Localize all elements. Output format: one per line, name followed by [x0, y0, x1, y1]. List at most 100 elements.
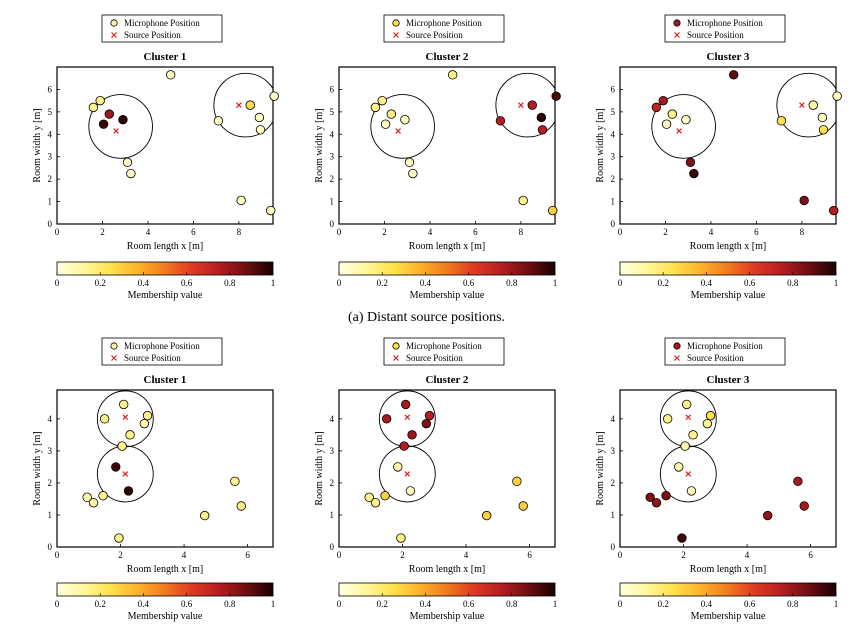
- legend: Microphone Position Source Position: [664, 14, 786, 43]
- microphone-marker: [104, 109, 114, 119]
- colorbar-label: Membership value: [410, 611, 485, 622]
- colorbar-tick-label: 0.4: [701, 599, 713, 609]
- microphone-marker: [818, 125, 829, 135]
- microphone-marker: [95, 95, 105, 106]
- legend-microphone-label: Microphone Position: [687, 18, 763, 28]
- y-tick-label: 1: [611, 510, 616, 520]
- y-tick-label: 4: [330, 414, 335, 424]
- microphone-marker: [142, 410, 153, 421]
- legend-box: [383, 337, 505, 366]
- colorbar-tick-label: 0: [337, 599, 342, 609]
- colorbar-label: Membership value: [691, 290, 766, 301]
- microphone-marker: [645, 492, 655, 503]
- microphone-marker: [98, 119, 109, 129]
- colorbar-tick-label: 0.4: [420, 278, 432, 288]
- y-tick-label: 2: [330, 478, 335, 488]
- microphone-marker: [702, 418, 713, 429]
- microphone-marker: [381, 414, 392, 424]
- microphone-marker: [651, 102, 662, 113]
- microphone-marker: [266, 205, 276, 216]
- microphone-marker: [808, 100, 818, 110]
- plot-area: [88, 72, 273, 159]
- y-axis-label: Room width y [m]: [314, 431, 325, 505]
- x-tick-label: 4: [709, 227, 714, 237]
- x-tick-label: 0: [337, 550, 342, 560]
- x-axis-label: Room length x [m]: [127, 241, 203, 252]
- y-tick-label: 6: [611, 84, 616, 94]
- colorbar-tick-label: 0.8: [506, 599, 518, 609]
- figure-caption: (a) Distant source positions.: [347, 310, 506, 325]
- plot-area: [651, 72, 836, 159]
- y-tick-label: 0: [48, 219, 53, 229]
- microphone-marker: [799, 195, 809, 206]
- y-tick-label: 4: [611, 414, 616, 424]
- colorbar-tick-label: 0.8: [224, 599, 236, 609]
- source-marker: [122, 414, 129, 421]
- x-tick-label: 0: [55, 227, 60, 237]
- microphone-marker: [728, 70, 739, 80]
- colorbar-tick-label: 1: [271, 599, 276, 609]
- legend-source-label: Source Position: [124, 353, 181, 363]
- microphone-marker: [662, 414, 673, 424]
- y-tick-label: 0: [330, 219, 335, 229]
- y-tick-label: 3: [611, 152, 616, 162]
- legend-microphone-marker: [673, 342, 681, 350]
- y-axis-label: Room width y [m]: [32, 431, 43, 505]
- x-tick-label: 2: [400, 550, 405, 560]
- legend: Microphone Position Source Position: [101, 337, 223, 366]
- x-tick-label: 0: [337, 227, 342, 237]
- microphone-marker: [763, 510, 773, 521]
- y-tick-label: 0: [330, 542, 335, 552]
- microphone-marker: [518, 501, 528, 511]
- legend: Microphone Position Source Position: [383, 14, 505, 43]
- x-tick-label: 4: [428, 227, 433, 237]
- colorbar-tick-label: 1: [553, 278, 558, 288]
- cluster-circle: [88, 94, 153, 159]
- legend: Microphone Position Source Position: [664, 337, 786, 366]
- colorbar-tick-label: 0.4: [138, 599, 150, 609]
- legend-source-label: Source Position: [687, 30, 744, 40]
- microphone-marker: [399, 441, 409, 451]
- microphone-marker: [386, 109, 396, 119]
- colorbar-tick-label: 0.4: [420, 599, 432, 609]
- colorbar-tick-label: 0: [618, 599, 623, 609]
- panel-title: Cluster 1: [144, 51, 187, 63]
- microphone-marker: [421, 418, 432, 429]
- colorbar: 0 0.2 0.4 0.6 0.8 1 Membership value: [618, 582, 838, 622]
- source-marker: [404, 471, 411, 477]
- x-tick-label: 6: [808, 550, 813, 560]
- microphone-marker: [254, 112, 265, 123]
- y-axis-label: Room width y [m]: [595, 108, 606, 182]
- colorbar-label: Membership value: [410, 290, 485, 301]
- panel-title: Cluster 3: [707, 374, 750, 386]
- y-tick-label: 1: [48, 197, 53, 207]
- panel-title: Cluster 3: [707, 51, 750, 63]
- microphone-marker: [404, 157, 415, 168]
- colorbar-tick-label: 0.6: [181, 278, 193, 288]
- legend-source-marker: [674, 355, 680, 361]
- cluster-circle: [651, 94, 716, 159]
- legend-box: [101, 14, 223, 43]
- microphone-marker: [111, 462, 121, 472]
- microphone-marker: [518, 195, 528, 206]
- colorbar-gradient: [338, 582, 556, 597]
- microphone-marker: [236, 195, 246, 206]
- microphone-marker: [793, 476, 803, 487]
- colorbar-tick-label: 0.2: [658, 599, 669, 609]
- x-tick-label: 2: [100, 227, 105, 237]
- x-axis-label: Room length x [m]: [409, 564, 485, 575]
- y-tick-label: 5: [48, 107, 53, 117]
- y-tick-label: 0: [611, 219, 616, 229]
- x-tick-label: 4: [146, 227, 151, 237]
- colorbar-label: Membership value: [128, 290, 203, 301]
- legend: Microphone Position Source Position: [383, 337, 505, 366]
- microphone-marker: [551, 91, 561, 101]
- colorbar: 0 0.2 0.4 0.6 0.8 1 Membership value: [618, 261, 838, 301]
- colorbar-tick-label: 1: [271, 278, 276, 288]
- colorbar-tick-label: 0.4: [701, 278, 713, 288]
- microphone-marker: [829, 205, 839, 216]
- microphone-marker: [82, 492, 92, 503]
- microphone-marker: [536, 112, 547, 123]
- microphone-marker: [125, 430, 135, 440]
- panel-2: Microphone Position Source Position Cluste…: [314, 14, 561, 301]
